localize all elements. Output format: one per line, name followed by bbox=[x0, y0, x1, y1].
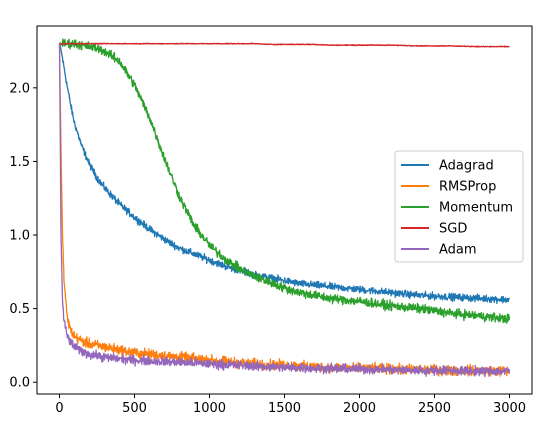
y-tick-label: 0.0 bbox=[9, 376, 30, 391]
legend-label-sgd: SGD bbox=[439, 222, 467, 237]
x-tick-label: 1000 bbox=[193, 401, 226, 416]
y-axis: 0.0 0.5 1.0 1.5 2.0 bbox=[9, 81, 37, 391]
series-line-adagrad bbox=[58, 43, 511, 305]
plot-lines bbox=[58, 38, 511, 378]
y-tick-label: 2.0 bbox=[9, 81, 30, 96]
series-line-momentum bbox=[59, 38, 511, 324]
y-tick-label: 1.0 bbox=[9, 229, 30, 244]
legend-label-adagrad: Adagrad bbox=[439, 159, 494, 174]
x-tick-label: 1500 bbox=[268, 401, 301, 416]
legend-label-adam: Adam bbox=[439, 243, 477, 258]
series-line-adam bbox=[58, 43, 511, 378]
y-tick-label: 1.5 bbox=[9, 155, 30, 170]
legend-box bbox=[394, 150, 524, 263]
x-tick-label: 500 bbox=[122, 401, 147, 416]
x-tick-label: 3000 bbox=[493, 401, 526, 416]
legend-label-rmsprop: RMSProp bbox=[439, 180, 496, 195]
legend: Adagrad RMSProp Momentum SGD Adam bbox=[394, 150, 524, 263]
legend-label-momentum: Momentum bbox=[439, 201, 513, 216]
series-line-sgd bbox=[59, 42, 510, 48]
x-tick-label: 2500 bbox=[418, 401, 451, 416]
x-axis: 0 500 1000 1500 2000 2500 3000 bbox=[55, 394, 526, 416]
x-tick-label: 2000 bbox=[343, 401, 376, 416]
x-tick-label: 0 bbox=[55, 401, 63, 416]
y-tick-label: 0.5 bbox=[9, 302, 30, 317]
